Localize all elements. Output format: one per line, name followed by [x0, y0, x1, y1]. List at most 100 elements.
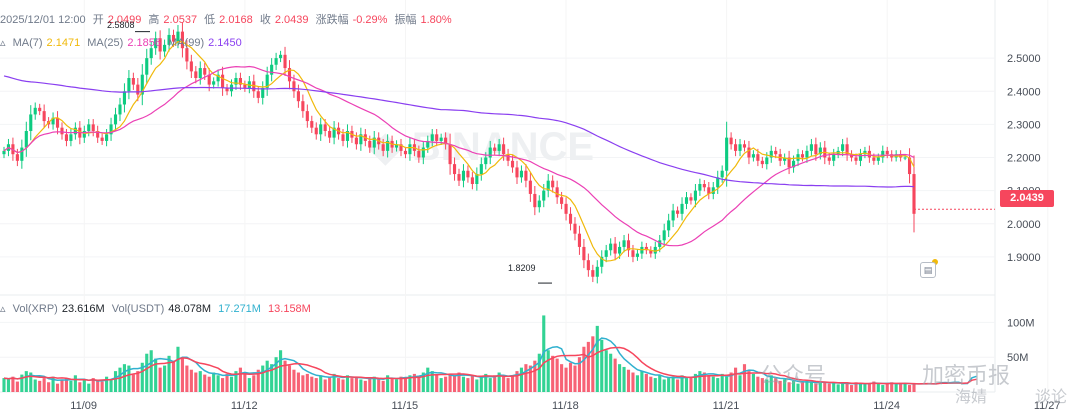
- vol-xrp-value: 23.616M: [61, 303, 105, 315]
- candle-body: [20, 147, 24, 161]
- volume-bar: [51, 376, 55, 392]
- ohlc-header: 2025/12/01 12:00 开 2.0499 高 2.0537 低 2.0168…: [0, 11, 456, 27]
- volume-bar: [2, 378, 6, 392]
- volume-bar: [493, 375, 497, 392]
- volume-bar: [791, 380, 796, 392]
- candle-body: [87, 124, 91, 131]
- price-tick-label: 2.2000: [1007, 153, 1041, 165]
- candle-body: [131, 78, 135, 85]
- price-tick-label: 2.0000: [1007, 219, 1041, 231]
- low-label: 低: [204, 14, 216, 26]
- volume-bar: [261, 365, 265, 392]
- volume-bar: [363, 380, 367, 392]
- volume-bar: [644, 373, 648, 392]
- candle-body: [430, 134, 434, 141]
- candle-body: [279, 54, 283, 59]
- candle-body: [680, 203, 684, 214]
- candle-body: [528, 180, 532, 194]
- volume-bar: [292, 369, 296, 392]
- volume-bar: [742, 364, 747, 392]
- candle-body: [604, 250, 608, 257]
- candle-body: [33, 107, 37, 115]
- volume-bar: [377, 379, 381, 392]
- volume-bar: [319, 375, 323, 392]
- volume-bar: [711, 376, 715, 392]
- volume-bar: [805, 380, 809, 392]
- open-value: 2.0499: [107, 14, 142, 26]
- volume-bar: [854, 382, 858, 392]
- volume-bar: [890, 382, 894, 392]
- ma99-line: [3, 75, 915, 188]
- price-tick-label: 1.9000: [1007, 252, 1041, 264]
- volume-bar: [461, 376, 466, 392]
- volume-bar: [591, 336, 595, 392]
- volume-bar: [47, 382, 51, 392]
- volume-bar: [136, 371, 140, 392]
- candle-body: [849, 154, 854, 158]
- ma-legend: ▵ MA(7) 2.1471 MA(25) 2.1856 MA(99) 2.1450: [0, 36, 246, 49]
- volume-bar: [305, 373, 309, 392]
- volume-bar: [332, 373, 336, 392]
- volume-bar: [528, 365, 532, 392]
- volume-bar: [618, 364, 622, 392]
- candle-body: [470, 177, 474, 184]
- candle-body: [136, 84, 140, 95]
- time-tick-label: 11/24: [873, 400, 900, 412]
- candle-body: [332, 127, 336, 138]
- volume-bar: [435, 375, 439, 392]
- volume-bar: [33, 379, 37, 392]
- candle-body: [243, 84, 247, 88]
- candle-body: [832, 154, 836, 161]
- volume-bar: [345, 375, 350, 392]
- volume-bar: [497, 372, 501, 392]
- candle-body: [109, 124, 113, 135]
- watermark-2: 加密币报: [922, 363, 1011, 388]
- volume-bar: [87, 383, 91, 392]
- candle-body: [493, 147, 497, 151]
- candle-body: [314, 127, 318, 135]
- volume-bar: [626, 369, 631, 392]
- volume-bar: [283, 360, 287, 392]
- datetime: 2025/12/01 12:00: [0, 14, 86, 26]
- candle-body: [502, 144, 506, 155]
- candle-body: [720, 170, 724, 178]
- volume-bar: [903, 383, 907, 392]
- candle-body: [394, 144, 399, 148]
- candle-body: [354, 137, 358, 145]
- candle-body: [122, 91, 127, 105]
- volume-bar: [73, 375, 77, 392]
- candle-body: [698, 184, 702, 191]
- volume-bar: [537, 353, 541, 392]
- volume-bar: [702, 372, 706, 392]
- volume-bar: [751, 373, 755, 392]
- volume-bar: [649, 376, 653, 392]
- candle-body: [591, 270, 595, 277]
- volume-bar: [555, 358, 559, 392]
- candle-body: [649, 250, 653, 254]
- candle-body: [207, 74, 211, 85]
- amplitude-label: 振幅: [394, 14, 417, 26]
- volume-bar: [247, 378, 251, 392]
- volume-bar: [725, 376, 729, 392]
- candle-body: [51, 117, 55, 125]
- candle-body: [127, 78, 131, 92]
- candle-body: [140, 74, 144, 95]
- candle-body: [15, 154, 19, 161]
- volume-bar: [720, 373, 724, 392]
- volume-bar: [680, 375, 684, 392]
- watermark-1: 公众号: [760, 363, 827, 388]
- volume-bar: [760, 378, 764, 392]
- volume-bar: [609, 353, 613, 392]
- candle-body: [885, 150, 889, 155]
- volume-bar: [863, 384, 867, 392]
- vol-toggle-icon[interactable]: ▵: [0, 303, 6, 315]
- candle-body: [635, 253, 639, 257]
- chart-settings-icon[interactable]: ▤: [920, 262, 936, 278]
- volume-bar: [577, 357, 582, 392]
- volume-bar: [658, 375, 662, 392]
- candle-body: [582, 246, 586, 261]
- candle-body: [586, 260, 590, 271]
- volume-bar: [412, 373, 416, 392]
- watermark-3: 海婧: [955, 389, 988, 406]
- ma-toggle-icon[interactable]: ▵: [0, 37, 6, 49]
